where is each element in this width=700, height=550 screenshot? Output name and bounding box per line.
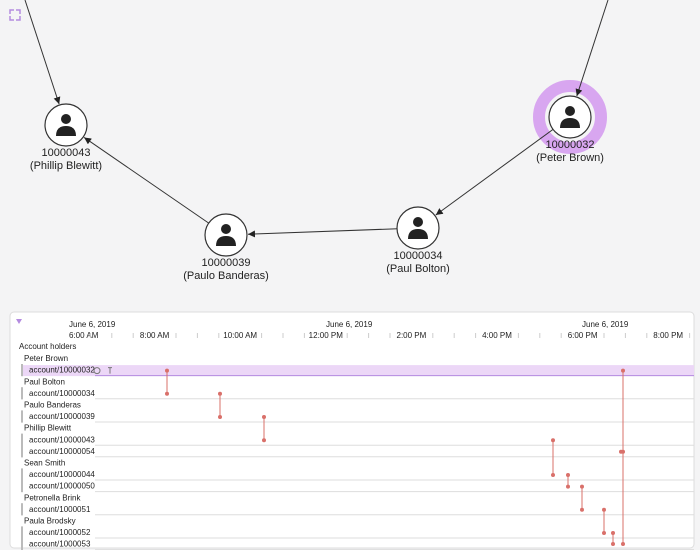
holder-label: Phillip Blewitt (24, 424, 72, 433)
edge (435, 116, 571, 216)
time-label: 2:00 PM (397, 331, 427, 340)
account-label: account/1000052 (29, 528, 91, 537)
person-body (408, 229, 428, 239)
time-label: 4:00 PM (482, 331, 512, 340)
node-name: (Paulo Banderas) (183, 270, 269, 282)
account-label: account/10000034 (29, 389, 95, 398)
event-dot (621, 368, 625, 373)
event-dot (551, 438, 555, 443)
collapse-toggle[interactable] (16, 319, 22, 324)
timeline-header: Account holders (19, 342, 76, 351)
group-bar (21, 526, 23, 550)
person-head (221, 224, 231, 234)
event-dot (262, 438, 266, 443)
node-id: 10000032 (546, 139, 595, 151)
holder-label: Paul Bolton (24, 377, 65, 386)
account-label: account/1000051 (29, 505, 91, 514)
node-circle (396, 206, 440, 250)
account-label: account/10000039 (29, 412, 95, 421)
date-label: June 6, 2019 (326, 320, 373, 329)
event-dot (218, 415, 222, 419)
edge (83, 137, 227, 236)
focus-icon (93, 367, 101, 375)
node-circle (44, 103, 88, 147)
person-body (560, 118, 580, 128)
event-dot (611, 542, 615, 546)
edge (24, 0, 61, 105)
holder-label: Sean Smith (24, 459, 65, 468)
edge (575, 0, 609, 97)
node[interactable]: 10000032(Peter Brown) (536, 95, 604, 164)
group-bar (21, 387, 23, 400)
timeline-panel (9, 311, 695, 549)
fit-icon[interactable] (9, 9, 21, 21)
group-bar (21, 503, 23, 516)
node-name: (Phillip Blewitt) (30, 160, 102, 172)
event-dot (602, 531, 606, 535)
event-dot (165, 368, 169, 373)
event-dot (551, 473, 555, 477)
selection-halo (533, 80, 607, 154)
node-name: (Peter Brown) (536, 152, 604, 164)
holder-label: Peter Brown (24, 354, 68, 363)
time-label: 8:00 AM (140, 331, 170, 340)
holder-label: Paula Brodsky (24, 517, 76, 526)
event-dot (165, 391, 169, 396)
event-dot (566, 484, 570, 489)
time-label: 6:00 AM (69, 331, 99, 340)
person-head (565, 106, 575, 116)
group-bar (21, 468, 23, 493)
row-highlight (22, 365, 694, 377)
event-dot (580, 484, 584, 489)
node-id: 10000043 (42, 147, 91, 159)
date-label: June 6, 2019 (582, 320, 629, 329)
account-label: account/1000053 (29, 540, 91, 549)
person-head (413, 217, 423, 227)
holder-label: Paulo Banderas (24, 401, 81, 410)
event-dot (619, 449, 623, 454)
node[interactable]: 10000043(Phillip Blewitt) (30, 103, 102, 172)
event-dot (621, 542, 625, 546)
group-bar (21, 410, 23, 423)
node-circle (548, 95, 592, 139)
account-label: account/10000032 (29, 366, 95, 375)
account-label: account/10000054 (29, 447, 95, 456)
event-dot (580, 507, 584, 512)
account-label: account/10000044 (29, 470, 95, 479)
event-dot (218, 391, 222, 396)
person-head (61, 114, 71, 124)
event-dot (262, 415, 266, 419)
node-name: (Paul Bolton) (386, 263, 450, 275)
time-label: 10:00 AM (223, 331, 257, 340)
event-dot (611, 531, 615, 535)
node-id: 10000034 (394, 250, 443, 262)
node[interactable]: 10000039(Paulo Banderas) (183, 213, 269, 282)
time-label: 8:00 PM (653, 331, 683, 340)
edge (247, 227, 419, 238)
event-dot (566, 473, 570, 477)
date-label: June 6, 2019 (69, 320, 116, 329)
node-id: 10000039 (202, 257, 251, 269)
person-body (216, 236, 236, 246)
node[interactable]: 10000034(Paul Bolton) (386, 206, 450, 275)
event-dot (602, 507, 606, 512)
group-bar (21, 433, 23, 458)
time-label: 6:00 PM (568, 331, 598, 340)
group-bar (21, 364, 23, 377)
holder-label: Petronella Brink (24, 493, 81, 502)
node-circle (204, 213, 248, 257)
pin-icon (108, 367, 112, 374)
person-body (56, 126, 76, 136)
account-label: account/10000050 (29, 482, 95, 491)
account-label: account/10000043 (29, 435, 95, 444)
time-label: 12:00 PM (309, 331, 344, 340)
